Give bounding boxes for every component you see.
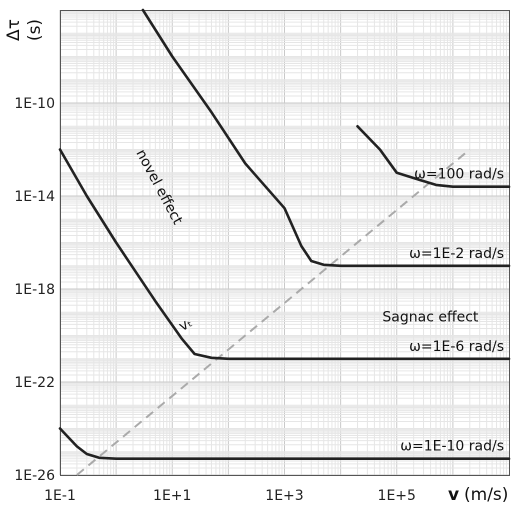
x-tick-label: 1E+3 bbox=[265, 488, 303, 504]
series-label: ω=1E-10 rad/s bbox=[400, 439, 504, 455]
tick-labels: 1E-1 1E+1 1E+3 1E+5 1E-10 1E-14 1E-18 1E-22 1E-2… bbox=[14, 96, 416, 504]
y-tick-label: 1E-26 bbox=[14, 468, 55, 484]
series-group: ω=100 rad/s ω=1E-2 rad/s ω=1E-6 rad/s ω=1E-… bbox=[58, 8, 511, 460]
plot-frame bbox=[60, 10, 510, 476]
x-axis-symbol: v bbox=[448, 485, 459, 505]
annotation-sagnac-effect: Sagnac effect bbox=[382, 310, 479, 326]
y-tick-label: 1E-18 bbox=[14, 282, 55, 298]
y-axis-unit: (s) bbox=[25, 19, 45, 41]
threshold-line-path bbox=[76, 148, 471, 476]
series-line bbox=[58, 148, 511, 361]
y-tick-label: 1E-22 bbox=[14, 375, 55, 391]
y-tick-label: 1E-14 bbox=[14, 189, 55, 205]
x-axis-title: v (m/s) bbox=[448, 485, 508, 505]
y-tick-label: 1E-10 bbox=[14, 96, 55, 112]
x-tick-label: 1E+1 bbox=[153, 488, 191, 504]
x-tick-label: 1E+5 bbox=[378, 488, 416, 504]
y-axis-title: Δτ (s) bbox=[4, 19, 45, 41]
series-line bbox=[141, 8, 511, 268]
series-label: ω=100 rad/s bbox=[414, 167, 504, 183]
x-axis-unit: (m/s) bbox=[464, 485, 508, 505]
series-line bbox=[356, 125, 511, 188]
series-label: ω=1E-6 rad/s bbox=[409, 339, 504, 355]
x-tick-label: 1E-1 bbox=[44, 488, 76, 504]
y-axis-symbol: Δτ bbox=[4, 19, 24, 41]
series-line bbox=[58, 427, 511, 460]
grid bbox=[59, 10, 509, 476]
series-label: ω=1E-2 rad/s bbox=[409, 246, 504, 262]
